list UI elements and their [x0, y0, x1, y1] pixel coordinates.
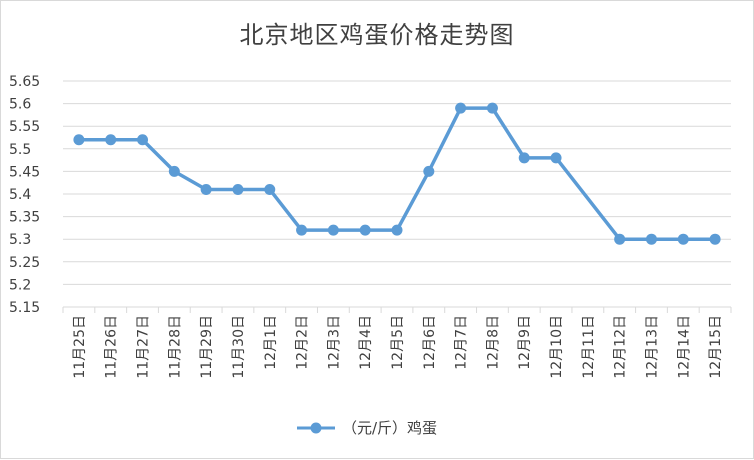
- data-point: [645, 233, 657, 245]
- x-tick-label: 12月9日: [517, 315, 533, 370]
- legend-marker-swatch: [310, 422, 322, 434]
- data-point: [232, 183, 244, 195]
- x-tick-label: 11月26日: [104, 315, 120, 379]
- x-axis-ticks: 11月25日 11月26日 11月27日 11月28日 11月29日 11月30日 12月1…: [62, 307, 732, 379]
- x-tick-label: 11月30日: [231, 315, 247, 379]
- y-tick-label: 5.25: [9, 255, 40, 271]
- data-point: [137, 134, 149, 146]
- x-tick-label: 12月6日: [422, 315, 438, 370]
- y-tick-label: 5.35: [9, 210, 40, 226]
- x-tick-label: 11月25日: [72, 315, 88, 379]
- legend-label: （元/斤）鸡蛋: [342, 419, 437, 437]
- data-point: [518, 152, 530, 164]
- data-point: [327, 224, 339, 236]
- chart-title: 北京地区鸡蛋价格走势图: [239, 21, 515, 49]
- data-point: [105, 134, 117, 146]
- x-tick-label: 12月15日: [708, 315, 724, 379]
- data-point: [423, 165, 435, 177]
- x-tick-label: 12月13日: [644, 315, 660, 379]
- data-point: [200, 183, 212, 195]
- x-tick-label: 12月4日: [358, 315, 374, 370]
- data-point: [550, 152, 562, 164]
- x-tick-label: 11月28日: [167, 315, 183, 379]
- x-tick-label: 12月2日: [295, 315, 311, 370]
- legend: （元/斤）鸡蛋: [297, 419, 437, 437]
- data-point: [486, 102, 498, 114]
- x-tick-label: 12月10日: [549, 315, 565, 379]
- y-tick-label: 5.45: [9, 164, 40, 180]
- x-tick-label: 12月11日: [581, 315, 597, 379]
- x-tick-label: 12月7日: [454, 315, 470, 370]
- y-tick-label: 5.65: [9, 74, 40, 90]
- y-axis-ticks: 5.15 5.2 5.25 5.3 5.35 5.4 5.45 5.5 5.55 5.6 5.65: [9, 74, 40, 316]
- data-point: [614, 233, 626, 245]
- y-tick-label: 5.4: [9, 187, 31, 203]
- data-point: [73, 134, 85, 146]
- y-tick-label: 5.3: [9, 232, 31, 248]
- data-point: [709, 233, 721, 245]
- data-point: [391, 224, 403, 236]
- x-tick-label: 11月27日: [136, 315, 152, 379]
- x-tick-label: 12月1日: [263, 315, 279, 370]
- x-tick-label: 12月14日: [676, 315, 692, 379]
- data-point: [677, 233, 689, 245]
- x-tick-label: 11月29日: [199, 315, 215, 379]
- data-point: [168, 165, 180, 177]
- grid-lines: [63, 80, 731, 308]
- x-tick-label: 12月8日: [485, 315, 501, 370]
- y-tick-label: 5.2: [9, 277, 31, 293]
- data-point: [455, 102, 467, 114]
- series-layer: [73, 102, 721, 245]
- y-tick-label: 5.55: [9, 119, 40, 135]
- series-line: [77, 106, 717, 241]
- y-tick-label: 5.6: [9, 97, 31, 113]
- data-point: [296, 224, 308, 236]
- y-tick-label: 5.5: [9, 142, 31, 158]
- x-tick-label: 12月12日: [613, 315, 629, 379]
- x-tick-label: 12月5日: [390, 315, 406, 370]
- data-point: [359, 224, 371, 236]
- data-point: [264, 183, 276, 195]
- x-tick-label: 12月3日: [326, 315, 342, 370]
- y-tick-label: 5.15: [9, 300, 40, 316]
